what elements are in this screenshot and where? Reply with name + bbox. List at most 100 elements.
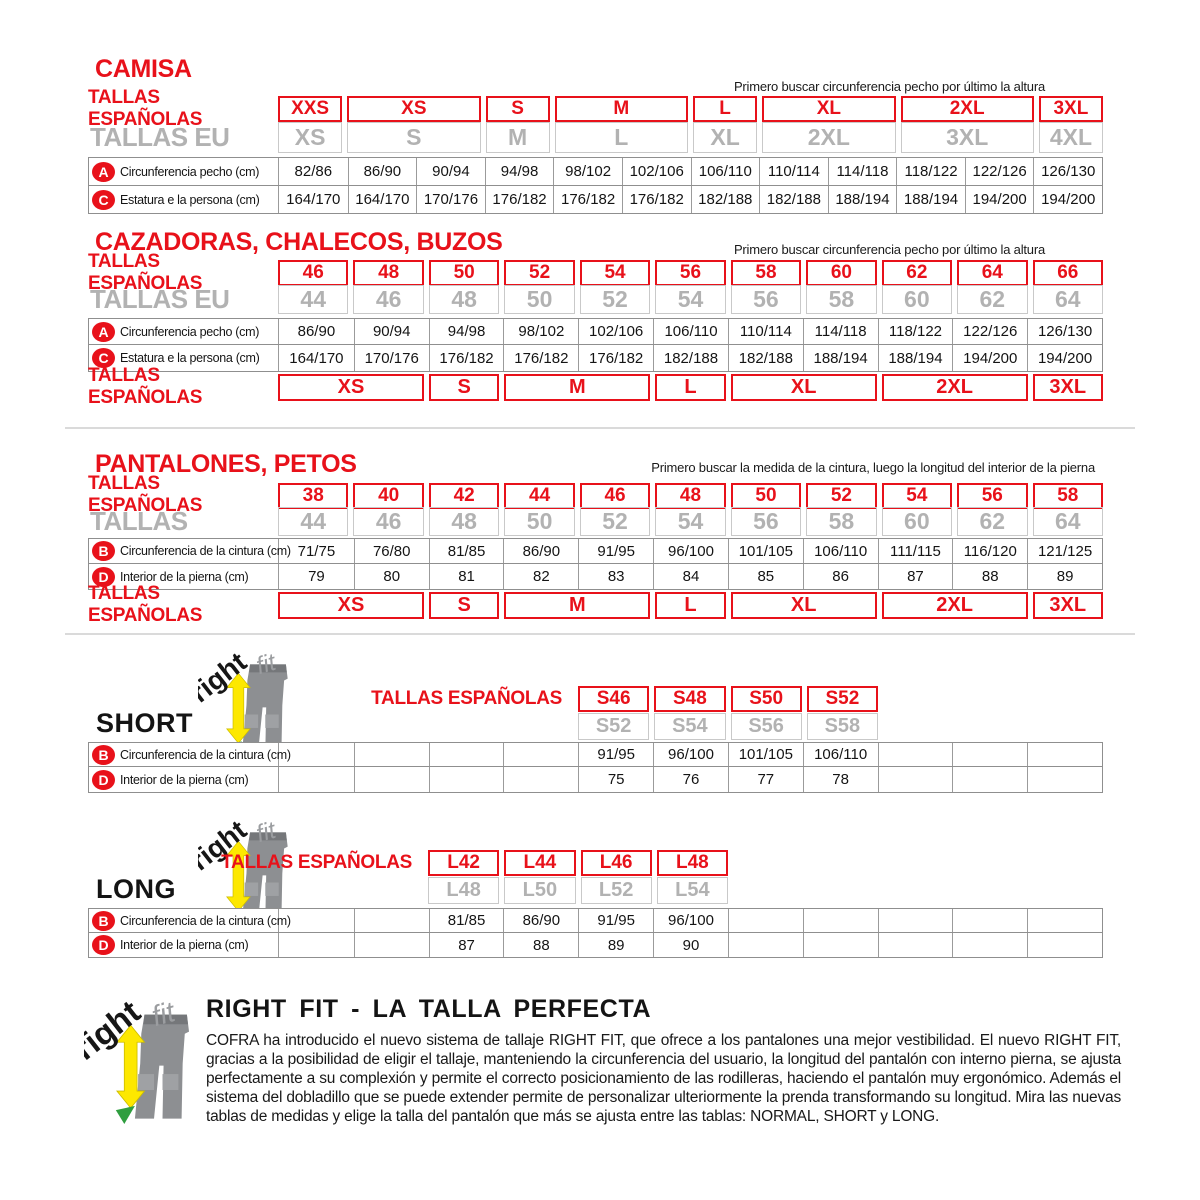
value-cell: 77 <box>727 767 803 792</box>
size-es-cell: 3XL <box>1032 592 1103 619</box>
value-cell: 106/110 <box>802 539 878 563</box>
value-cell <box>279 909 354 932</box>
size-es-cell: 3XL <box>1032 374 1103 401</box>
value-cell <box>353 743 429 766</box>
measure-label-cintura: Circunferencia de la cintura (cm) <box>120 747 291 762</box>
value-cell <box>279 743 354 766</box>
measure-label-pierna: Interior de la pierna (cm) <box>120 569 249 584</box>
row-label-tallas-espanolas: TALLAS ESPAÑOLAS <box>221 852 412 873</box>
size-eu-cell: 60 <box>881 285 953 314</box>
value-cell: 182/188 <box>759 186 828 213</box>
value-cell: 126/130 <box>1027 319 1102 344</box>
value-cell: 110/114 <box>727 319 803 344</box>
value-cell <box>353 767 429 792</box>
value-cell <box>1027 909 1102 932</box>
cazadoras-title: CAZADORAS, CHALECOS, BUZOS <box>95 228 503 256</box>
value-cell: 176/182 <box>428 345 504 371</box>
section-divider <box>65 633 1135 635</box>
size-eu-cell: 48 <box>428 285 500 314</box>
size-es-cell: L48 <box>656 850 728 876</box>
letter-badge-a: A <box>92 321 115 342</box>
size-es-cell: L <box>693 96 758 122</box>
value-cell: 164/170 <box>286 191 341 208</box>
size-es-cell: 3XL <box>1038 96 1103 122</box>
size-eu-cell: 58 <box>806 507 877 536</box>
size-eu-cell: 4XL <box>1038 122 1103 153</box>
pantalones-es-row: 38 40 42 44 46 48 50 52 54 56 58 <box>278 483 1103 509</box>
green-arrow-icon <box>115 1105 135 1124</box>
long-es-row: L42 L44 L46 L48 <box>428 850 728 876</box>
value-cell: 114/118 <box>827 158 897 185</box>
size-es-cell: L46 <box>580 850 652 876</box>
row-label-tallas-eu: TALLAS EU <box>90 284 230 314</box>
size-eu-cell: 52 <box>579 285 651 314</box>
value-cell: 118/122 <box>877 319 953 344</box>
cazadoras-measures: A Circunferencia pecho (cm) 86/90 90/94 94… <box>88 318 1103 372</box>
value-cell: 101/105 <box>727 743 803 766</box>
letter-badge-d: D <box>92 566 115 587</box>
size-eu-cell: M <box>485 122 550 153</box>
value-cell: 194/200 <box>964 186 1034 213</box>
value-cell: 122/126 <box>952 319 1027 344</box>
measure-row-label: B Circunferencia de la cintura (cm) <box>89 539 291 563</box>
camisa-note: Primero buscar circunferencia pecho por … <box>733 79 1045 94</box>
pantalones-table: TALLAS ESPAÑOLAS 38 40 42 44 46 48 50 52 54 56 58 … <box>88 473 1103 626</box>
value-cell: 102/106 <box>578 319 653 344</box>
value-cell: 76/80 <box>353 539 429 563</box>
size-es-cell: 52 <box>504 260 575 286</box>
section-short: right fit SHORT TALLAS ESPAÑOLAS S46 S48 S… <box>88 650 1103 795</box>
value-cell: 85 <box>727 564 803 589</box>
camisa-estatura-values: 164/170 164/170 170/176 176/182 176/182 176/1… <box>279 186 1102 213</box>
value-cell: 176/182 <box>621 186 691 213</box>
measure-label-cintura: Circunferencia de la cintura (cm) <box>120 544 291 558</box>
pantalones-measures: B Circunferencia de la cintura (cm) 71/7… <box>88 538 1103 590</box>
value-cell <box>877 743 953 766</box>
size-es-cell: 56 <box>655 260 726 286</box>
size-eu-cell: 56 <box>730 507 802 536</box>
short-eu-row: S52 S54 S56 S58 <box>578 713 878 740</box>
value-cell: 88 <box>503 933 578 957</box>
value-cell: 102/106 <box>621 158 691 185</box>
size-es-cell: 40 <box>353 483 424 509</box>
size-eu-cell: 2XL <box>762 122 896 153</box>
value-cell: 164/170 <box>347 186 417 213</box>
value-cell <box>503 767 578 792</box>
value-cell: 81 <box>428 564 504 589</box>
value-cell: 176/182 <box>503 345 578 371</box>
size-es-cell: 48 <box>353 260 424 286</box>
value-cell: 82 <box>503 564 578 589</box>
value-cell <box>353 909 429 932</box>
size-eu-cell: 64 <box>1032 507 1103 536</box>
rightfit-logo: right fit <box>84 996 190 1124</box>
cazadoras-note: Primero buscar circunferencia pecho por … <box>733 242 1045 257</box>
value-cell: 106/110 <box>802 743 878 766</box>
size-eu-cell: L50 <box>504 877 576 904</box>
size-eu-cell: 54 <box>655 507 726 536</box>
value-cell: 91/95 <box>578 743 653 766</box>
short-logo-slot: right fit <box>198 650 303 762</box>
value-cell: 98/102 <box>503 319 578 344</box>
size-es-cell: 60 <box>806 260 877 286</box>
short-title: SHORT <box>96 708 193 738</box>
measure-row-label: D Interior de la pierna (cm) <box>89 767 279 792</box>
size-es-cell: 48 <box>655 483 726 509</box>
size-es-cell: S <box>485 96 550 122</box>
value-cell: 121/125 <box>1027 539 1102 563</box>
row-label-tallas-espanolas: TALLAS ESPAÑOLAS <box>371 688 562 709</box>
long-logo-slot: right fit <box>198 818 303 930</box>
value-cell: 94/98 <box>484 158 554 185</box>
value-cell: 188/194 <box>896 186 965 213</box>
size-es-cell: 58 <box>1032 483 1103 509</box>
value-cell: 116/120 <box>952 539 1027 563</box>
size-eu-cell: 46 <box>353 507 424 536</box>
letter-badge-c: C <box>92 348 115 368</box>
size-es-cell: 56 <box>957 483 1028 509</box>
measure-label-pierna: Interior de la pierna (cm) <box>120 772 249 787</box>
letter-badge-b: B <box>92 744 115 765</box>
value-cell: 87 <box>877 564 953 589</box>
row-label-tallas: TALLAS <box>90 505 188 536</box>
value-cell: 96/100 <box>653 539 728 563</box>
value-cell: 194/200 <box>1033 186 1102 213</box>
size-eu-cell: 64 <box>1032 285 1103 314</box>
value-cell: 81/85 <box>428 539 504 563</box>
